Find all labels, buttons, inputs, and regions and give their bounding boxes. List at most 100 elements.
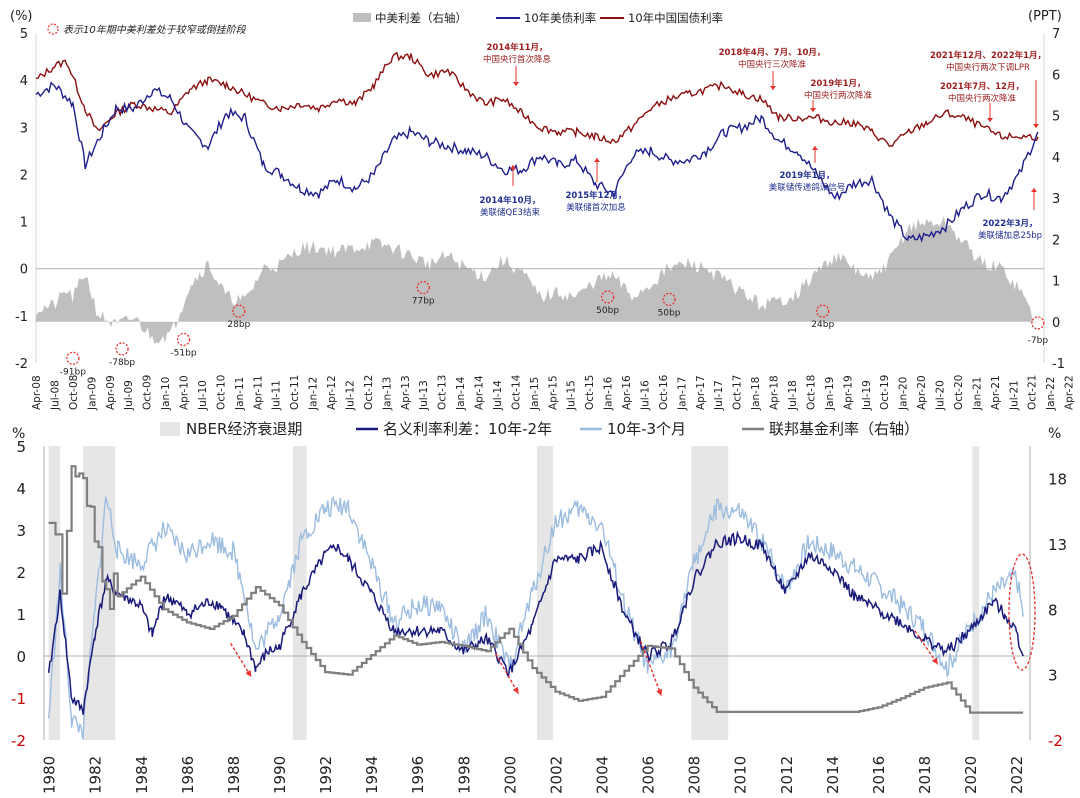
top-y-left-tick: -1 [15,310,28,325]
top-x-tick: Jul-19 [861,380,873,411]
annot-cn-2018-line2: 中国央行三次降准 [738,59,807,70]
top-x-tick: Oct-18 [805,375,817,410]
top-x-tick: Jan-19 [824,377,836,411]
bottom-y-right-tick: 8 [1048,601,1058,619]
bottom-x-tick: 1996 [409,756,427,794]
bottom-x-tick: 2020 [962,756,980,794]
spread-marker-label: -78bp [109,358,135,368]
spread-10-3m-line [47,495,1024,740]
top-x-tick: Apr-22 [1064,375,1076,410]
spread-marker-label: 28bp [227,320,250,330]
bottom-y-left-unit: % [12,426,25,442]
top-x-tick: Apr-09 [105,375,117,410]
annot-cn-2021-lpr-arrowhead [1033,124,1039,128]
spread-marker-circle [416,280,430,295]
top-x-tick: Apr-11 [252,375,264,410]
legend-circle-note: 表示10年期中美利差处于较窄或倒挂阶段 [63,24,247,36]
top-x-tick: Jul-16 [639,380,651,411]
bottom-x-tick: 1998 [455,756,473,794]
top-x-tick: Apr-15 [547,375,559,410]
top-y-left-tick: 5 [20,27,28,42]
annot-cn-2019-arrowhead [810,108,816,112]
annot-cn-2021-rrr-line2: 中国央行两次降准 [948,93,1017,104]
top-spread-area [36,216,1038,344]
spread-marker-label: -91bp [60,367,86,377]
annot-us-2015-line1: 2015年12月， [566,190,627,201]
bottom-y-right-tick: -2 [1048,732,1063,750]
decline-arrowhead [245,670,252,677]
bottom-x-tick: 2002 [547,756,565,794]
spread-marker-circle [115,342,129,356]
annot-cn-2014-line1: 2014年11月， [487,42,548,53]
annot-us-2014-line2: 美联储QE3结束 [480,207,540,218]
top-x-tick: Jul-17 [713,380,725,411]
annot-us-2014-line1: 2014年10月， [480,195,541,206]
bottom-x-tick: 2016 [870,756,888,794]
top-lines [35,51,1039,243]
bottom-y-right-unit: % [1048,426,1061,442]
bottom-x-tick: 2008 [686,756,704,794]
annot-cn-2021-lpr-line2: 中国央行两次下调LPR [946,62,1030,73]
top-annotations: 2014年11月，中国央行首次降息 2018年4月、7月、10月，中国央行三次降准… [480,42,1047,241]
bottom-x-tick: 1994 [363,756,381,794]
bottom-recession-bands [48,446,980,740]
top-x-tick: Jul-13 [418,380,430,411]
top-x-tick: Oct-11 [289,375,301,410]
top-x-tick: Apr-12 [326,375,338,410]
legend-fed: 联邦基金利率（右轴） [769,420,919,438]
bottom-x-tick: 1992 [317,756,335,794]
spread-marker-circle [1031,316,1045,330]
top-x-tick: Jan-22 [1045,377,1057,411]
bottom-y-left-tick: -2 [11,732,26,750]
spread-marker-label: -7bp [1028,336,1049,346]
top-x-tick: Jan-16 [603,376,615,411]
bottom-x-tick: 1982 [87,756,105,794]
spread-marker-circle [176,332,191,347]
bottom-x-tick: 1990 [271,756,289,794]
top-x-tick: Jan-12 [308,377,320,411]
top-chart: 5 4 3 2 1 0 -1 -2 7 6 5 4 3 2 1 0 -1 Apr-08 Jul-08 Oct-08 Ja… [10,9,1076,411]
top-x-tick: Jul-08 [49,380,61,411]
bottom-y-right-tick: 3 [1048,667,1058,685]
spread-marker-circle [232,304,246,318]
top-axes: 5 4 3 2 1 0 -1 -2 7 6 5 4 3 2 1 0 -1 Apr-08 Jul-08 Oct-08 Ja… [15,27,1076,411]
top-y-left-tick: 0 [20,263,28,278]
top-x-tick: Apr-21 [990,375,1002,410]
legend-cn: 10年中国国债利率 [628,11,723,25]
top-y-left-tick: 1 [20,216,28,231]
annot-cn-2018-line1: 2018年4月、7月、10月， [719,47,826,58]
recession-band [48,446,61,740]
recession-band [537,446,554,740]
top-x-tick: Apr-18 [769,375,781,410]
top-y-right-tick: -1 [1052,357,1065,372]
bottom-arrows [230,630,939,697]
top-x-tick: Oct-15 [584,375,596,410]
top-x-tick: Jan-21 [971,377,983,411]
top-y-left-tick: -2 [15,357,28,372]
annot-us-2022-line1: 2022年3月， [982,218,1037,229]
bottom-x-tick: 2000 [501,756,519,794]
top-x-tick: Oct-09 [142,375,154,410]
top-markers: -91bp -78bp -51bp 28bp 77bp 50bp 50bp 24bp -7bp [60,280,1049,377]
top-x-tick: Jan-09 [86,377,98,411]
annot-cn-2014-arrowhead [513,82,519,86]
top-y-right-tick: 1 [1052,275,1060,290]
top-x-tick: Apr-16 [621,375,633,410]
annot-us-2019-line2: 美联储传递鸽派信号 [769,182,846,193]
top-x-tick: Apr-19 [842,375,854,410]
top-y-right-tick: 0 [1052,316,1060,331]
bottom-axes: 5 4 3 2 1 0 -1 -2 18 13 8 3 -2 1980 1982 1984 1986 1988 19… [11,438,1067,794]
bottom-y-left-tick: 3 [16,522,26,540]
legend-spread-10-3m: 10年-3个月 [607,420,686,438]
annot-cn-2021-rrr-arrowhead [987,118,993,122]
top-x-tick: Jul-09 [123,380,135,411]
decline-arrowhead [931,657,938,665]
top-x-tick: Apr-14 [474,375,486,410]
top-x-tick: Jan-11 [234,377,246,411]
top-x-tick: Jan-18 [750,377,762,411]
spread-marker-label: 50bp [658,308,681,318]
top-y-right-tick: 4 [1052,151,1060,166]
annot-us-2015-line2: 美联储首次加息 [566,202,626,213]
annot-cn-2021-rrr-line1: 2021年7月、12月， [940,81,1024,92]
